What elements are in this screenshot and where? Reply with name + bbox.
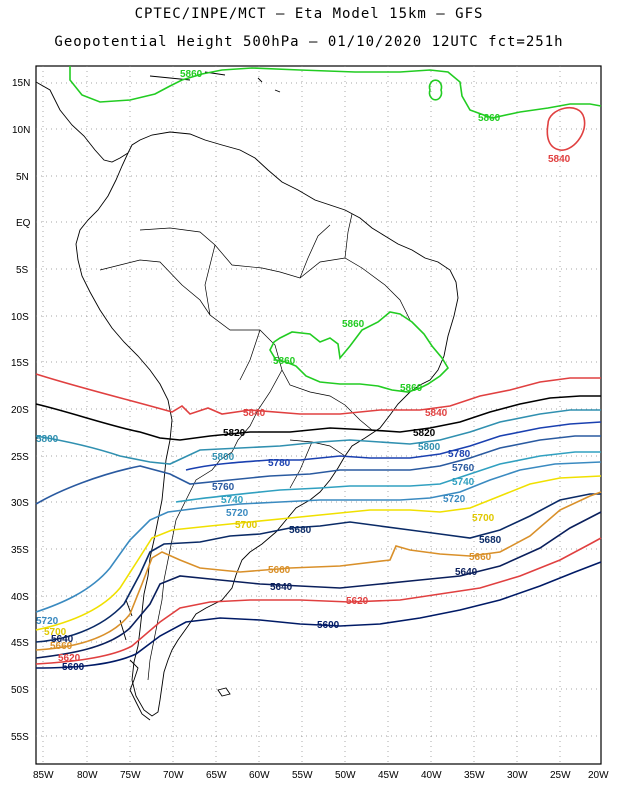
- title-line-2: Geopotential Height 500hPa – 01/10/2020 …: [54, 34, 564, 50]
- contour-5840-loop: [546, 107, 586, 151]
- contour-label: 5840: [548, 154, 571, 165]
- contour-5660: [35, 491, 602, 651]
- contour-5860-brazil: [269, 311, 450, 393]
- contour-label: 5800: [212, 452, 235, 463]
- lat-label: 50S: [11, 685, 29, 696]
- contour-5720: [35, 461, 602, 613]
- contour-label: 5800: [418, 442, 441, 453]
- contour-5860: [69, 66, 602, 393]
- contour-5680: [35, 493, 601, 643]
- lon-label: 25W: [550, 770, 571, 781]
- south-america-coast: [75, 131, 459, 717]
- lat-label: 45S: [11, 638, 29, 649]
- contour-5600: [35, 561, 602, 669]
- lat-label: 20S: [11, 405, 29, 416]
- contour-label: 5720: [36, 616, 59, 627]
- lon-label: 70W: [163, 770, 184, 781]
- tierra-del-fuego-islands: [119, 599, 151, 721]
- contour-label: 5860: [400, 383, 423, 394]
- graticule: [36, 66, 601, 764]
- coastline-and-borders: [35, 71, 459, 721]
- contour-label: 5700: [235, 520, 258, 531]
- contour-5640: [35, 511, 602, 659]
- title-line-1: CPTEC/INPE/MCT – Eta Model 15km – GFS: [134, 6, 484, 22]
- contour-5780: [185, 421, 602, 471]
- lon-label: 80W: [77, 770, 98, 781]
- contour-labels: 5860 5860 5840 5860 5860 5860 5840 5840 …: [36, 69, 571, 673]
- lon-label: 40W: [421, 770, 442, 781]
- contour-label: 5680: [289, 525, 312, 536]
- contour-label: 5660: [50, 641, 73, 652]
- contour-label: 5760: [452, 463, 475, 474]
- lat-label: 30S: [11, 498, 29, 509]
- lat-label: 10N: [12, 125, 30, 136]
- lat-label: 40S: [11, 592, 29, 603]
- contour-label: 5700: [472, 513, 495, 524]
- contour-label: 5600: [317, 620, 340, 631]
- contour-label: 5740: [221, 495, 244, 506]
- contour-label: 5860: [342, 319, 365, 330]
- contour-label: 5620: [346, 596, 369, 607]
- contour-label: 5620: [58, 653, 81, 664]
- lat-label: 5S: [16, 265, 29, 276]
- lon-label: 75W: [120, 770, 141, 781]
- lon-label: 65W: [206, 770, 227, 781]
- central-america-coast: [35, 81, 129, 163]
- contour-label: 5680: [479, 535, 502, 546]
- lon-label: 20W: [588, 770, 609, 781]
- map-frame: [35, 65, 602, 765]
- contour-label: 5800: [36, 434, 59, 445]
- lon-label: 35W: [464, 770, 485, 781]
- contour-5820: [35, 395, 601, 441]
- zonal-contours: [35, 373, 602, 669]
- lon-label: 85W: [33, 770, 54, 781]
- contour-5760: [35, 435, 601, 505]
- lon-label: 45W: [378, 770, 399, 781]
- longitude-labels: 85W 80W 75W 70W 65W 60W 55W 50W 45W 40W …: [33, 770, 609, 781]
- contour-label: 5820: [223, 428, 246, 439]
- lat-label: 5N: [16, 172, 29, 183]
- contour-label: 5760: [212, 482, 235, 493]
- contour-label: 5860: [478, 113, 501, 124]
- lat-label: 15N: [12, 78, 30, 89]
- lat-label: 55S: [11, 732, 29, 743]
- lat-label: EQ: [16, 218, 31, 229]
- contour-label: 5740: [452, 477, 475, 488]
- contour-label: 5780: [268, 458, 291, 469]
- contour-5860-loop: [428, 79, 443, 101]
- contour-5840: [35, 373, 601, 415]
- contour-5740: [175, 451, 601, 503]
- contour-label: 5860: [180, 69, 203, 80]
- contour-label: 5720: [226, 508, 249, 519]
- contour-label: 5640: [270, 582, 293, 593]
- caribbean-islands: [149, 71, 281, 93]
- lat-label: 15S: [11, 358, 29, 369]
- falklands: [217, 687, 231, 697]
- contour-label: 5640: [455, 567, 478, 578]
- contour-label: 5700: [44, 627, 67, 638]
- contour-label: 5840: [243, 408, 266, 419]
- lon-label: 55W: [292, 770, 313, 781]
- contour-label: 5720: [443, 494, 466, 505]
- contour-label: 5660: [268, 565, 291, 576]
- contour-5800: [35, 409, 601, 465]
- contour-5700: [35, 475, 602, 631]
- lon-label: 30W: [507, 770, 528, 781]
- contour-5620: [35, 537, 602, 665]
- lon-label: 60W: [249, 770, 270, 781]
- latitude-labels: 15N 10N 5N EQ 5S 10S 15S 20S 25S 30S 35S…: [11, 78, 31, 743]
- lat-label: 25S: [11, 452, 29, 463]
- contour-label: 5840: [425, 408, 448, 419]
- contour-label: 5660: [469, 552, 492, 563]
- lon-label: 50W: [335, 770, 356, 781]
- contour-5860-north: [69, 66, 602, 119]
- contour-label: 5780: [448, 449, 471, 460]
- lat-label: 35S: [11, 545, 29, 556]
- contour-label: 5600: [62, 662, 85, 673]
- lat-label: 10S: [11, 312, 29, 323]
- contour-label: 5820: [413, 428, 436, 439]
- contour-label: 5860: [273, 356, 296, 367]
- contour-label: 5640: [51, 634, 74, 645]
